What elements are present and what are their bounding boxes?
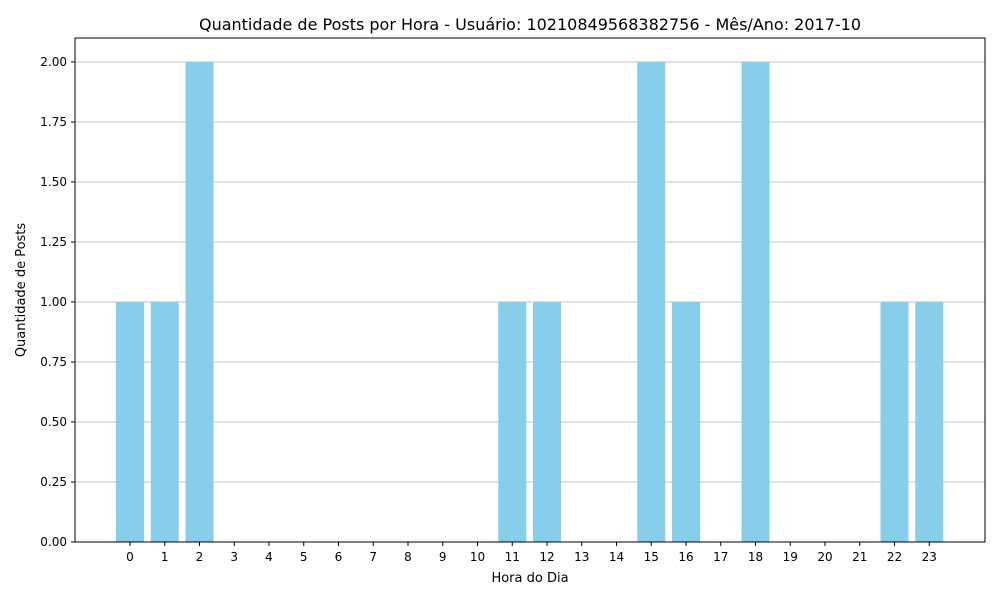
- x-tick-label: 10: [470, 550, 485, 564]
- bar-hour-18: [741, 62, 770, 542]
- x-tick-label: 0: [126, 550, 134, 564]
- y-tick-label: 0.50: [40, 415, 67, 429]
- y-axis-label: Quantidade de Posts: [14, 223, 29, 358]
- bar-hour-2: [185, 62, 214, 542]
- bar-hour-0: [116, 302, 144, 542]
- x-tick-label: 19: [783, 550, 798, 564]
- x-tick-label: 12: [539, 550, 554, 564]
- x-tick-label: 7: [369, 550, 377, 564]
- bar-hour-1: [150, 302, 179, 542]
- x-tick-label: 9: [439, 550, 447, 564]
- y-tick-label: 1.50: [40, 175, 67, 189]
- chart-title: Quantidade de Posts por Hora - Usuário: …: [199, 15, 861, 34]
- bar-hour-23: [915, 302, 944, 542]
- y-tick-label: 1.25: [40, 235, 67, 249]
- x-tick-label: 14: [609, 550, 624, 564]
- y-tick-label: 0.75: [40, 355, 67, 369]
- y-tick-label: 0.25: [40, 475, 67, 489]
- x-tick-label: 6: [335, 550, 343, 564]
- bar-hour-12: [533, 302, 561, 542]
- bar-hour-16: [672, 302, 700, 542]
- x-tick-label: 4: [265, 550, 273, 564]
- x-tick-label: 5: [300, 550, 308, 564]
- x-tick-label: 21: [852, 550, 867, 564]
- x-axis-label: Hora do Dia: [491, 571, 568, 586]
- x-axis-ticks: 0 1 2 3 4 5 6 7 8 9 10 11 12 13 14 15 16 17 18 19 20 21 22 23: [126, 542, 937, 564]
- x-tick-label: 17: [713, 550, 728, 564]
- y-tick-label: 0.00: [40, 535, 67, 549]
- x-tick-label: 16: [678, 550, 693, 564]
- x-tick-label: 18: [748, 550, 763, 564]
- x-tick-label: 11: [505, 550, 520, 564]
- y-tick-label: 1.00: [40, 295, 67, 309]
- x-tick-label: 1: [161, 550, 169, 564]
- x-tick-label: 22: [887, 550, 902, 564]
- plot-frame: [74, 37, 986, 543]
- x-tick-label: 15: [644, 550, 659, 564]
- bar-hour-22: [880, 302, 909, 542]
- x-tick-label: 8: [404, 550, 412, 564]
- y-axis-ticks: 0.00 0.25 0.50 0.75 1.00 1.25 1.50 1.75 2.00: [40, 55, 75, 549]
- x-tick-label: 13: [574, 550, 589, 564]
- grid-lines: [75, 61, 985, 543]
- x-tick-label: 2: [196, 550, 204, 564]
- x-tick-label: 20: [817, 550, 832, 564]
- bar-hour-15: [637, 62, 666, 542]
- x-tick-label: 3: [230, 550, 238, 564]
- y-tick-label: 2.00: [40, 55, 67, 69]
- bars: [116, 62, 944, 542]
- x-tick-label: 23: [922, 550, 937, 564]
- y-tick-label: 1.75: [40, 115, 67, 129]
- bar-hour-11: [498, 302, 527, 542]
